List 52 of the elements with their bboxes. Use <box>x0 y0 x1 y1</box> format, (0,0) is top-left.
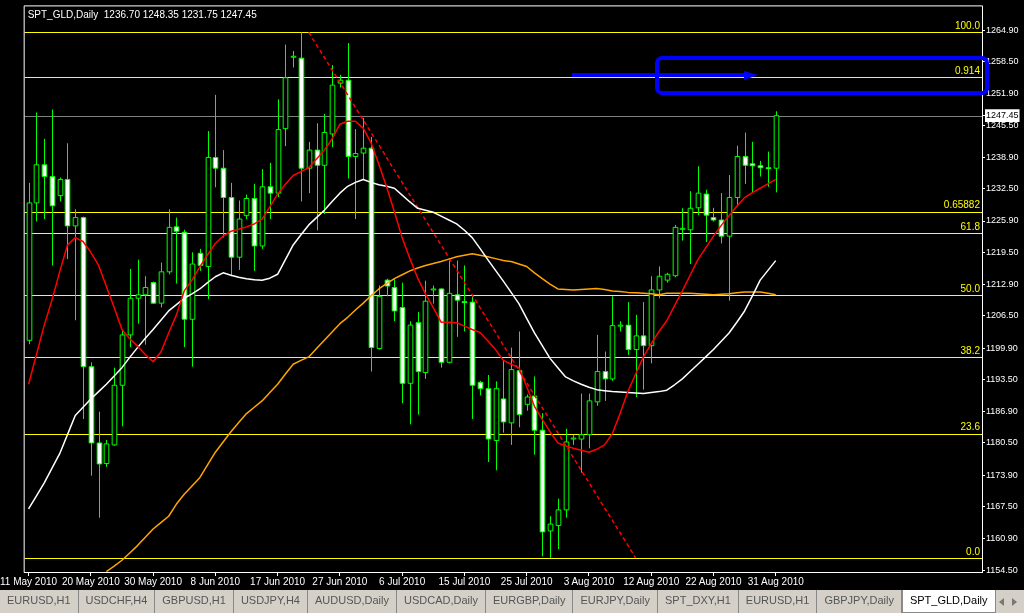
text: USDCAD,Daily <box>396 590 486 613</box>
y-tick-label: 1173.90 <box>986 469 1018 480</box>
text: USDJPY,H4 <box>233 590 308 613</box>
y-tick-label: 1212.90 <box>986 279 1019 290</box>
x-tick-label: 22 Aug 2010 <box>685 575 742 587</box>
x-tick-label: 27 Jun 2010 <box>312 575 368 587</box>
y-tick-label: 1247.45 <box>986 110 1019 121</box>
y-tick-label: 1180.50 <box>986 437 1018 448</box>
text: EURUSD,H1 <box>738 590 818 613</box>
text: USDCHF,H4 <box>78 590 156 613</box>
y-tick-label: 1264.90 <box>986 24 1019 35</box>
y-tick-label: 1199.90 <box>986 342 1018 353</box>
y-tick-label: 1245.50 <box>986 119 1019 130</box>
y-tick-label: 1154.50 <box>986 564 1018 575</box>
y-tick-label: 1219.50 <box>986 246 1019 257</box>
x-tick-label: 3 Aug 2010 <box>563 575 615 587</box>
x-tick-label: 25 Jul 2010 <box>500 575 553 587</box>
annotation: 0.0 <box>966 545 981 557</box>
text: SPT_GLD,Daily <box>901 590 996 613</box>
y-tick-label: 1238.90 <box>986 151 1019 162</box>
chart-title: SPT_GLD,Daily 1236.70 1248.35 1231.75 1247.45 <box>27 9 258 21</box>
text: GBPUSD,H1 <box>155 590 234 613</box>
annotation: 23.6 <box>960 421 981 433</box>
y-tick-label: 1193.50 <box>986 373 1018 384</box>
text: GBPJPY,Daily <box>817 590 902 613</box>
annotation: 38.2 <box>960 344 981 356</box>
x-tick-label: 11 May 2010 <box>0 575 58 587</box>
y-tick-label: 1251.90 <box>986 88 1019 99</box>
text: EURGBP,Daily <box>485 590 574 613</box>
text: AUDUSD,Daily <box>308 590 397 613</box>
y-tick-label: 1167.50 <box>986 500 1018 511</box>
x-tick-label: 31 Aug 2010 <box>747 575 805 587</box>
x-tick-label: 6 Jul 2010 <box>379 575 426 587</box>
annotation: 61.8 <box>960 220 981 232</box>
y-tick-label: 1232.50 <box>986 183 1019 194</box>
y-tick-label: 1225.90 <box>986 215 1019 226</box>
text: SPT_DXY,H1 <box>657 590 739 613</box>
annotation: 0.914 <box>954 65 981 77</box>
text: EURJPY,Daily <box>573 590 658 613</box>
annotation: 50.0 <box>960 282 981 294</box>
annotation: 100.0 <box>954 20 981 32</box>
annotation: 0.65882 <box>943 199 981 211</box>
text: EURUSD,H1 <box>0 590 79 613</box>
x-tick-label: 15 Jul 2010 <box>438 575 491 587</box>
y-tick-label: 1206.50 <box>986 310 1019 321</box>
x-tick-label: 8 Jun 2010 <box>190 575 241 587</box>
y-tick-label: 1186.90 <box>986 406 1018 417</box>
x-tick-label: 20 May 2010 <box>61 575 121 587</box>
x-tick-label: 17 Jun 2010 <box>250 575 306 587</box>
y-tick-label: 1160.90 <box>986 533 1018 544</box>
x-tick-label: 30 May 2010 <box>124 575 183 587</box>
x-tick-label: 12 Aug 2010 <box>623 575 680 587</box>
